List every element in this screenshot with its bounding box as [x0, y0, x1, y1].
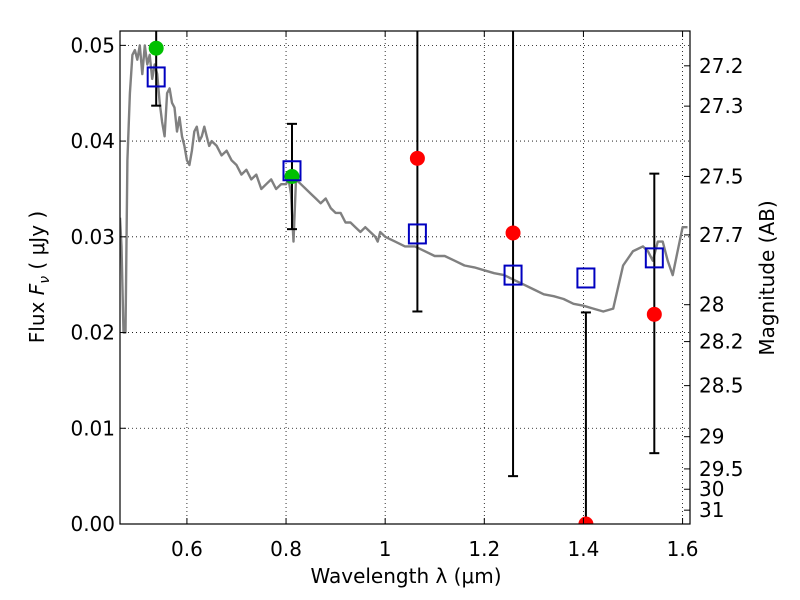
- x-tick-label: 0.8: [270, 537, 302, 561]
- model-photometry-square: [282, 160, 302, 182]
- model-photometry-square: [644, 247, 664, 269]
- y2-tick-label: 28.5: [699, 374, 744, 398]
- y-tick-label: 0.05: [70, 33, 115, 57]
- green-flux-point: [284, 169, 300, 185]
- y-axis-label-symbol: F: [25, 283, 49, 295]
- model-photometry-square: [503, 264, 523, 286]
- y2-tick-label: 31: [699, 498, 724, 522]
- y2-tick-label: 28.2: [699, 330, 744, 354]
- y2-tick-label: 28: [699, 293, 724, 317]
- y-axis-label: Flux Fν ( μJy ): [25, 211, 53, 343]
- x-tick-label: 0.6: [171, 537, 203, 561]
- y2-tick-label: 30: [699, 477, 724, 501]
- plot-area: [120, 31, 690, 524]
- y-tick-label: 0.03: [70, 225, 115, 249]
- green-flux-point: [148, 40, 164, 56]
- y2-tick-label: 27.2: [699, 54, 744, 78]
- observed-flux-point: [505, 225, 521, 241]
- y-tick-label: 0.00: [70, 512, 115, 536]
- y2-tick-label: 27.3: [699, 94, 744, 118]
- y2-tick-label: 29: [699, 425, 724, 449]
- y2-axis-label: Magnitude (AB): [755, 200, 779, 355]
- y-tick-label: 0.02: [70, 321, 115, 345]
- model-photometry-square: [576, 267, 596, 289]
- plot-content: [120, 31, 688, 524]
- y2-tick-label: 27.7: [699, 223, 744, 247]
- observed-flux-point: [578, 516, 594, 524]
- observed-flux-point: [646, 306, 662, 322]
- y-tick-label: 0.04: [70, 129, 115, 153]
- model-photometry-square: [146, 66, 166, 88]
- x-tick-label: 1: [379, 537, 392, 561]
- x-tick-label: 1.6: [667, 537, 699, 561]
- x-axis-label: Wavelength λ (μm): [310, 564, 501, 588]
- tick-labels: 0.6 0.8 1 1.2 1.4 1.6 0.00 0.01 0.02 0.03 0.04 0.05…: [70, 33, 743, 561]
- x-tick-label: 1.4: [568, 537, 600, 561]
- y-tick-label: 0.01: [70, 416, 115, 440]
- y-axis-label-units: ( μJy ): [25, 211, 49, 276]
- axis-ticks: [120, 31, 690, 525]
- plot-frame: [119, 30, 691, 525]
- y-axis-label-subscript: ν: [37, 276, 53, 284]
- model-photometry-square: [407, 223, 427, 245]
- y2-tick-label: 27.5: [699, 164, 744, 188]
- y2-tick-label: 29.5: [699, 457, 744, 481]
- y-axis-label-prefix: Flux: [25, 295, 49, 343]
- x-tick-label: 1.2: [468, 537, 500, 561]
- observed-flux-point: [409, 150, 425, 166]
